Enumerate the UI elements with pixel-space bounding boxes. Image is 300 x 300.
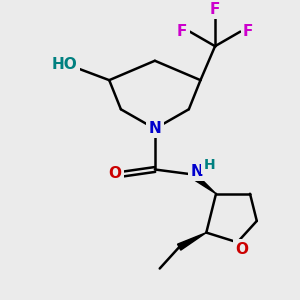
- Text: F: F: [210, 2, 220, 17]
- Text: F: F: [243, 24, 253, 39]
- Text: N: N: [148, 121, 161, 136]
- Text: O: O: [109, 166, 122, 181]
- Text: HO: HO: [52, 57, 77, 72]
- Text: H: H: [203, 158, 215, 172]
- Text: F: F: [177, 24, 187, 39]
- Polygon shape: [178, 232, 206, 250]
- Text: N: N: [190, 164, 203, 179]
- Text: O: O: [236, 242, 249, 256]
- Polygon shape: [190, 172, 216, 194]
